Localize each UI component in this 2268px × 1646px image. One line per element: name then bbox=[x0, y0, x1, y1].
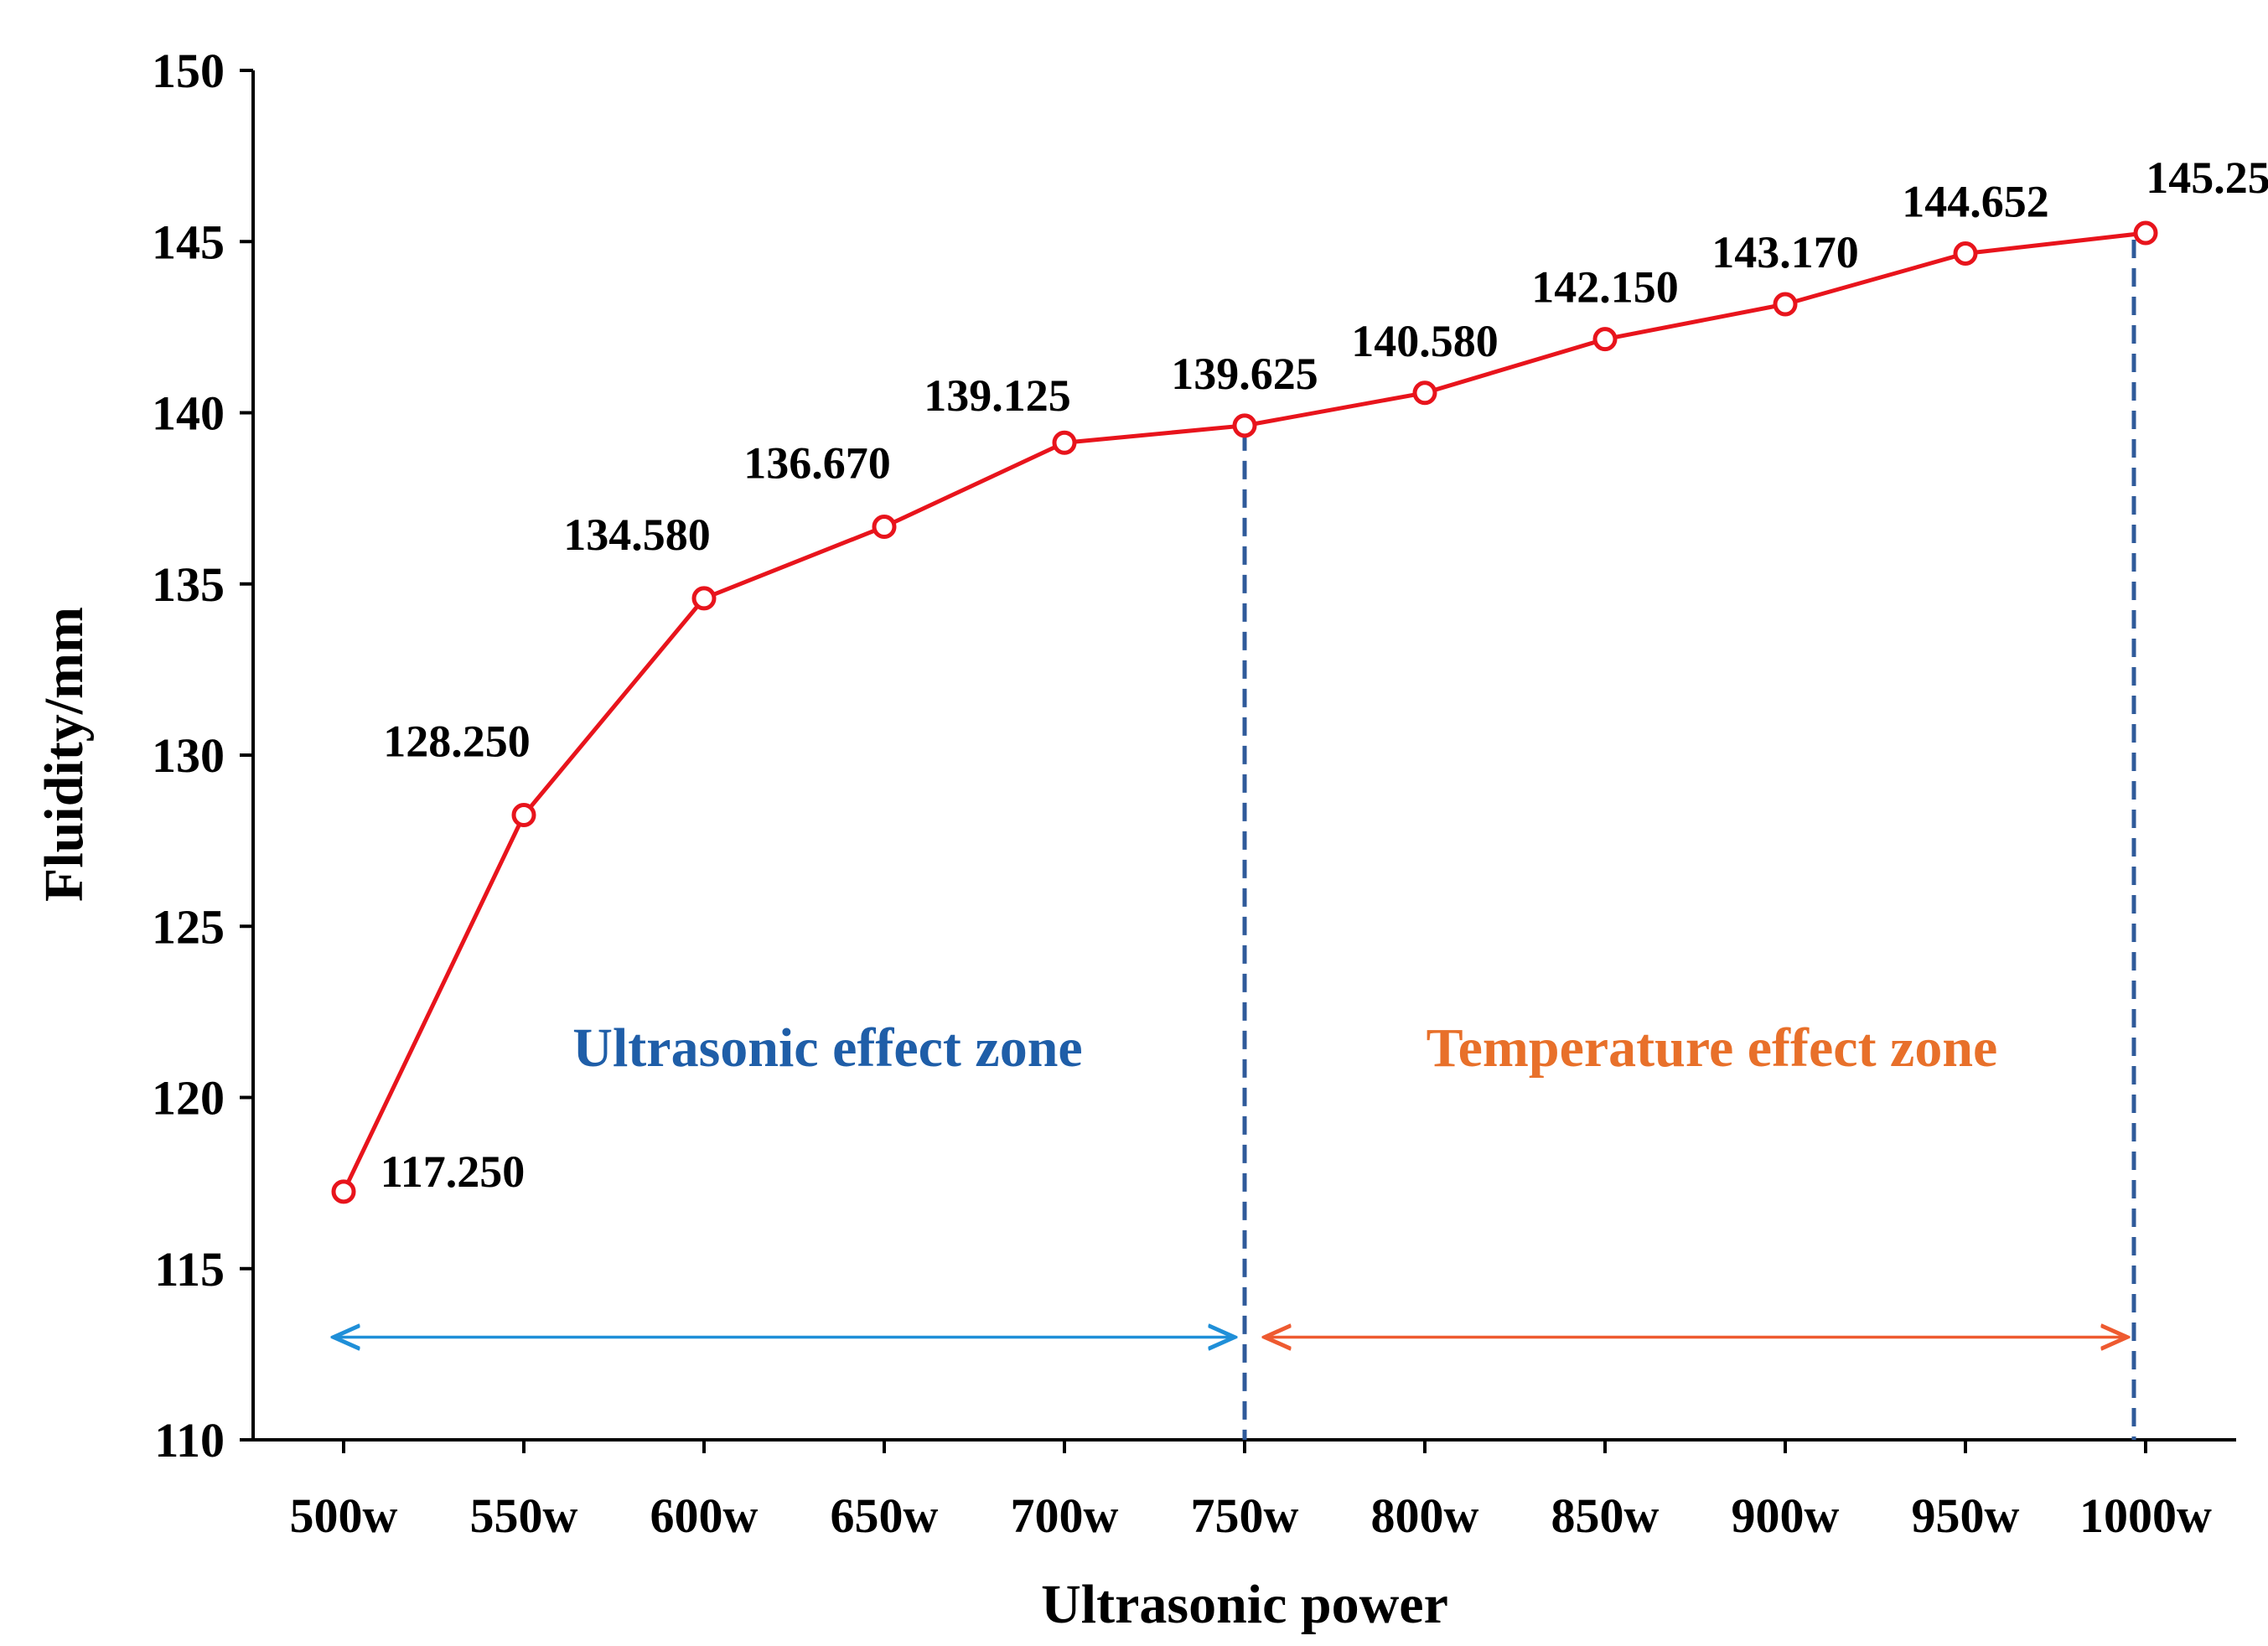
x-tick-label: 900w bbox=[1732, 1488, 1840, 1543]
x-axis-label: Ultrasonic power bbox=[1041, 1574, 1448, 1635]
zone-annotations: Ultrasonic effect zone Temperature effect… bbox=[334, 240, 2136, 1440]
y-tick-label: 150 bbox=[152, 44, 225, 98]
y-tick-label: 120 bbox=[152, 1071, 225, 1126]
data-point bbox=[872, 515, 897, 540]
x-tick-label: 800w bbox=[1371, 1488, 1479, 1543]
data-point bbox=[1052, 430, 1077, 455]
data-label: 136.670 bbox=[743, 438, 891, 489]
y-tick-label: 125 bbox=[152, 899, 225, 954]
series-layer: 117.250 128.250 134.580 136.670 139.125 139.6… bbox=[331, 153, 2268, 1204]
x-tick-label: 550w bbox=[470, 1488, 578, 1543]
y-tick-label: 135 bbox=[152, 557, 225, 612]
x-tick-label: 850w bbox=[1551, 1488, 1660, 1543]
data-label: 140.580 bbox=[1351, 316, 1499, 366]
data-point bbox=[1592, 327, 1618, 352]
data-label: 143.170 bbox=[1711, 227, 1859, 277]
data-point bbox=[1953, 241, 1978, 266]
data-label: 144.652 bbox=[1902, 176, 2049, 226]
y-tick-label: 110 bbox=[154, 1413, 225, 1467]
x-tick-label: 650w bbox=[831, 1488, 939, 1543]
data-label: 139.125 bbox=[924, 370, 1071, 421]
y-tick-label: 140 bbox=[152, 386, 225, 441]
y-tick-label: 130 bbox=[152, 728, 225, 783]
y-tick-label: 145 bbox=[152, 215, 225, 269]
data-point bbox=[1412, 380, 1437, 406]
y-axis-label: Fluidity/mm bbox=[34, 607, 95, 902]
data-label: 142.150 bbox=[1531, 262, 1679, 313]
data-label: 134.580 bbox=[563, 510, 711, 560]
zone-label: Ultrasonic effect zone bbox=[572, 1017, 1082, 1079]
y-axis-ticks: 110 115 120 125 130 135 140 145 150 bbox=[152, 44, 253, 1467]
x-tick-label: 600w bbox=[650, 1488, 759, 1543]
data-label: 145.250 bbox=[2146, 153, 2268, 203]
x-tick-label: 700w bbox=[1011, 1488, 1119, 1543]
x-tick-label: 750w bbox=[1191, 1488, 1299, 1543]
data-point bbox=[1232, 413, 1257, 438]
data-point bbox=[2133, 220, 2158, 246]
x-tick-label: 950w bbox=[1912, 1488, 2020, 1543]
data-point bbox=[331, 1179, 356, 1204]
data-label: 139.625 bbox=[1171, 349, 1318, 399]
data-label: 128.250 bbox=[383, 716, 531, 766]
data-point bbox=[691, 586, 717, 611]
x-axis-ticks: 500w 550w 600w 650w 700w 750w 800w 850w 900w 950w… bbox=[290, 1440, 2212, 1543]
data-label: 117.250 bbox=[381, 1147, 526, 1197]
data-point bbox=[1773, 292, 1798, 317]
data-point bbox=[511, 802, 536, 827]
y-tick-label: 115 bbox=[154, 1242, 225, 1297]
zone-label: Temperature effect zone bbox=[1427, 1017, 1998, 1079]
x-tick-label: 1000w bbox=[2079, 1488, 2212, 1543]
x-tick-label: 500w bbox=[290, 1488, 398, 1543]
